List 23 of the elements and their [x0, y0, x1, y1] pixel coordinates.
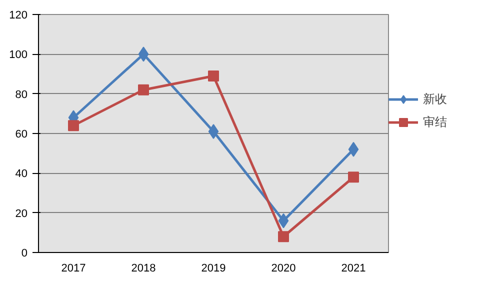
y-tick-label: 120: [9, 10, 28, 22]
point: [68, 120, 79, 132]
y-tick-label: 20: [15, 208, 28, 220]
x-tick-label: 2020: [271, 262, 296, 274]
y-tick-label: 80: [15, 88, 28, 101]
point: [348, 142, 359, 157]
x-tick-label: 2019: [201, 262, 226, 274]
legend-label: 新收: [423, 90, 448, 108]
y-tick-label: 0: [21, 248, 28, 260]
x-tick-label: 2017: [61, 262, 86, 274]
point: [208, 70, 219, 82]
legend-label: 审结: [423, 114, 448, 130]
point: [278, 231, 289, 242]
y-tick-label: 40: [15, 168, 28, 180]
y-tick-label: 60: [15, 128, 28, 140]
y-tick-label: 100: [9, 49, 28, 62]
x-tick-label: 2018: [131, 262, 156, 274]
point: [348, 172, 359, 183]
point: [138, 46, 149, 62]
point: [278, 213, 289, 228]
point: [208, 124, 219, 140]
point: [138, 84, 149, 96]
x-tick-label: 2021: [341, 262, 366, 274]
